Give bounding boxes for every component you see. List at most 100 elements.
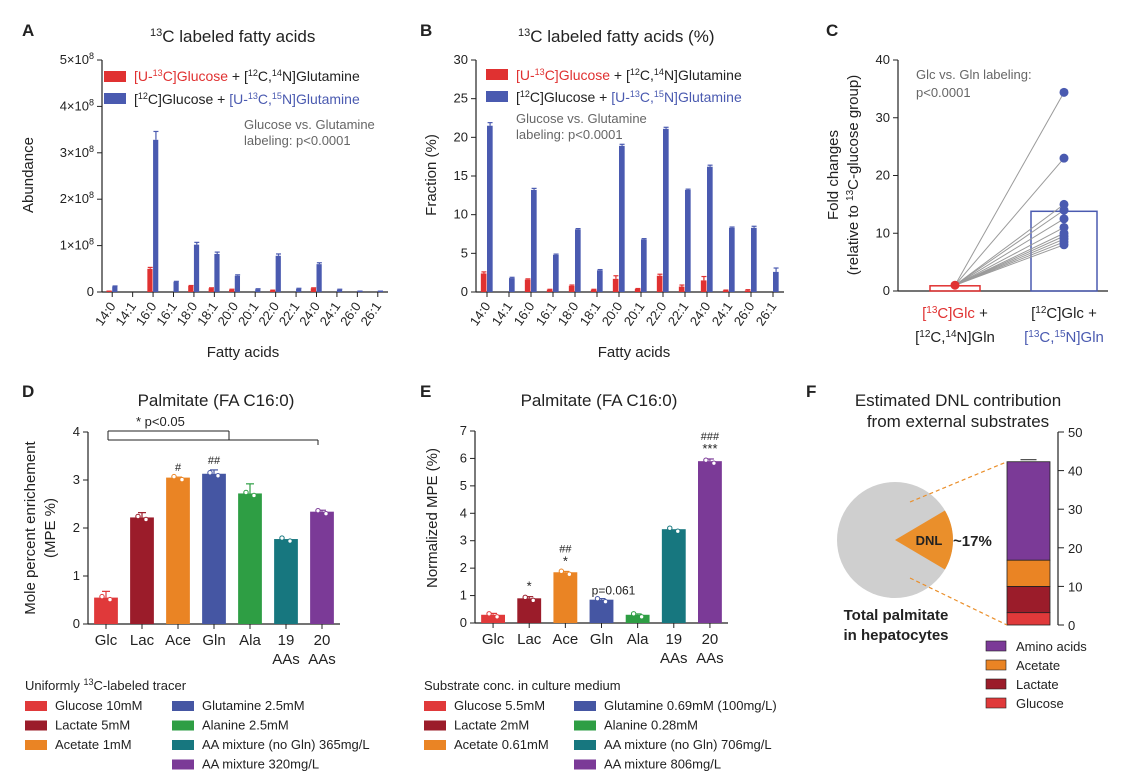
panel-a-bar-blue [316,264,322,292]
panel-b-bar-red [590,289,597,292]
panel-b-bar-blue [641,239,647,292]
panel-a-title: 13C labeled fatty acids [150,27,315,46]
panel-a-ytick-text: 3×10 [60,145,89,160]
panel-e-xtick-label-2: AAs [660,650,688,667]
panel-e-bar-glc [481,614,505,623]
panel-c-plot [929,87,1098,292]
panel-d-ytick-text: 1 [73,568,80,583]
panel-c-xtick-right-2: [13C,15N]Gln [1024,329,1104,347]
panel-a-annotation-1: Glucose vs. Glutamine [244,117,375,132]
panel-d-replicate-point [243,489,249,496]
panel-a-ytick-text: 1×10 [60,238,89,253]
panel-e-legend-label: Acetate 0.61mM [454,737,549,752]
panel-b-xtick-label: 18:0 [555,299,582,328]
panel-a-xtick-label: 16:1 [153,299,180,328]
panel-d-replicate-point [99,593,105,600]
panel-d-legend-label: Alanine 2.5mM [202,718,289,733]
panel-c-point-gln [1059,240,1069,250]
panel-a-bar-blue [357,290,363,292]
panel-a-bar-red [208,288,214,292]
panel-b-bar-blue [575,229,581,292]
panel-f-pie: DNL ~17% [837,482,992,598]
panel-e-replicate-point [602,598,609,605]
panel-e-legend-swatch [424,701,446,711]
panel-a-bar-blue [214,253,220,292]
panel-c-annotation-1: Glc vs. Gln labeling: [916,67,1032,82]
panel-f-connector-bottom [909,577,1008,626]
panel-e-legend-label: Glutamine 0.69mM (100mg/L) [604,698,777,713]
panel-a-bar-red [188,285,194,292]
panel-e-legend-swatch [574,740,596,750]
panel-e-sig-mark: p=0.061 [592,584,636,598]
panel-a-xlabel: Fatty acids [207,344,280,361]
panel-a-bar-blue [275,255,281,292]
panel-b-bar-blue [685,189,691,292]
panel-a-bar-blue [112,286,118,292]
panel-d-replicate-point [251,492,257,499]
panel-b: B 13C labeled fatty acids (%) Fraction (… [420,21,784,361]
panel-d-ytick-text: 0 [73,616,80,631]
panel-b-bar-blue [531,189,537,292]
panel-a-xtick-label: 22:0 [255,299,282,328]
panel-e-sig-mark: * [527,579,532,594]
panel-b-legend-blue-swatch [486,91,508,102]
panel-d-ylabel-2: (MPE %) [42,498,59,558]
panel-d-legend-label: AA mixture 320mg/L [202,757,319,772]
panel-f-legend-label: Amino acids [1016,639,1087,654]
panel-b-bar-blue [509,278,515,292]
panel-f-legend: Amino acids Acetate Lactate Glucose [985,639,1087,711]
panel-d-replicate-point [171,473,177,480]
panel-c-yticks: 0 10 20 30 40 [876,52,898,298]
panel-d-hash-mark: ## [208,455,221,467]
panel-d-legend-swatch [25,720,47,731]
panel-c-point-gln [1059,205,1069,215]
panel-d-replicate-point [207,470,213,476]
panel-d-legend-swatch [172,701,194,711]
panel-f-legend-swatch [985,659,1007,671]
panel-e-ytick-label: 0 [460,615,467,630]
panel-a-legend-blue: [12C]Glucose + [U-13C,15N]Glutamine [134,91,360,107]
panel-a-xtick-label: 26:1 [357,299,384,328]
panel-a-xtick-label: 20:0 [214,299,241,328]
panel-e-replicate-point [530,597,536,604]
panel-c-ylabel-2: (relative to 13C-glucose group) [845,75,863,275]
panel-a-bars [106,130,384,292]
panel-d-legend-swatch [172,720,194,731]
panel-e-ytick-text: 3 [460,533,467,548]
panel-e-ytick-label: 6 [460,450,467,465]
panel-d-replicate-point [107,596,113,603]
panel-a-bar-red [106,290,112,292]
panel-a-bar-red [147,268,153,292]
panel-b-annotation-2: labeling: p<0.0001 [516,127,623,142]
panel-e-bar-20 [698,461,722,623]
panel-d-bar-20 [310,511,334,624]
panel-b-bar-blue [707,166,713,292]
panel-a-ytick-label: 1×108 [60,237,94,253]
panel-d-xtick-label: 20 [314,632,331,649]
panel-a-ytick-exp: 8 [89,97,94,107]
panel-e-yticks: 0 1 2 3 4 5 6 7 [460,423,475,630]
panel-f-yticks: 0 10 20 30 40 50 [1058,425,1082,633]
panel-b-xtick-label: 16:0 [511,299,538,328]
panel-f-stacked-bar [909,459,1051,626]
panel-d-xtick-label: Ala [239,632,261,649]
panel-d-ylabel-1: Mole percent enrichement [22,440,39,614]
panel-a-ytick-label: 4×108 [60,97,94,113]
panel-f-ytick-label: 20 [1068,541,1082,556]
panel-d-title: Palmitate (FA C16:0) [138,391,295,410]
panel-e-legend-swatch [574,720,596,731]
panel-d-ytick-label: 4 [73,424,80,439]
panel-f-caption-2: in hepatocytes [843,627,948,644]
panel-b-bar-red [656,275,663,292]
panel-a-bar-blue [255,289,261,292]
panel-e-ytick-text: 5 [460,478,467,493]
panel-d-hash-mark: # [175,462,182,474]
panel-e-ylabel: Normalized MPE (%) [424,448,441,588]
panel-d-ytick-text: 3 [73,472,80,487]
panel-f-connector-top [909,461,1008,503]
panel-e-ytick-label: 2 [460,560,467,575]
panel-a-xticks: 14:014:116:016:118:018:120:020:122:022:1… [92,292,384,328]
